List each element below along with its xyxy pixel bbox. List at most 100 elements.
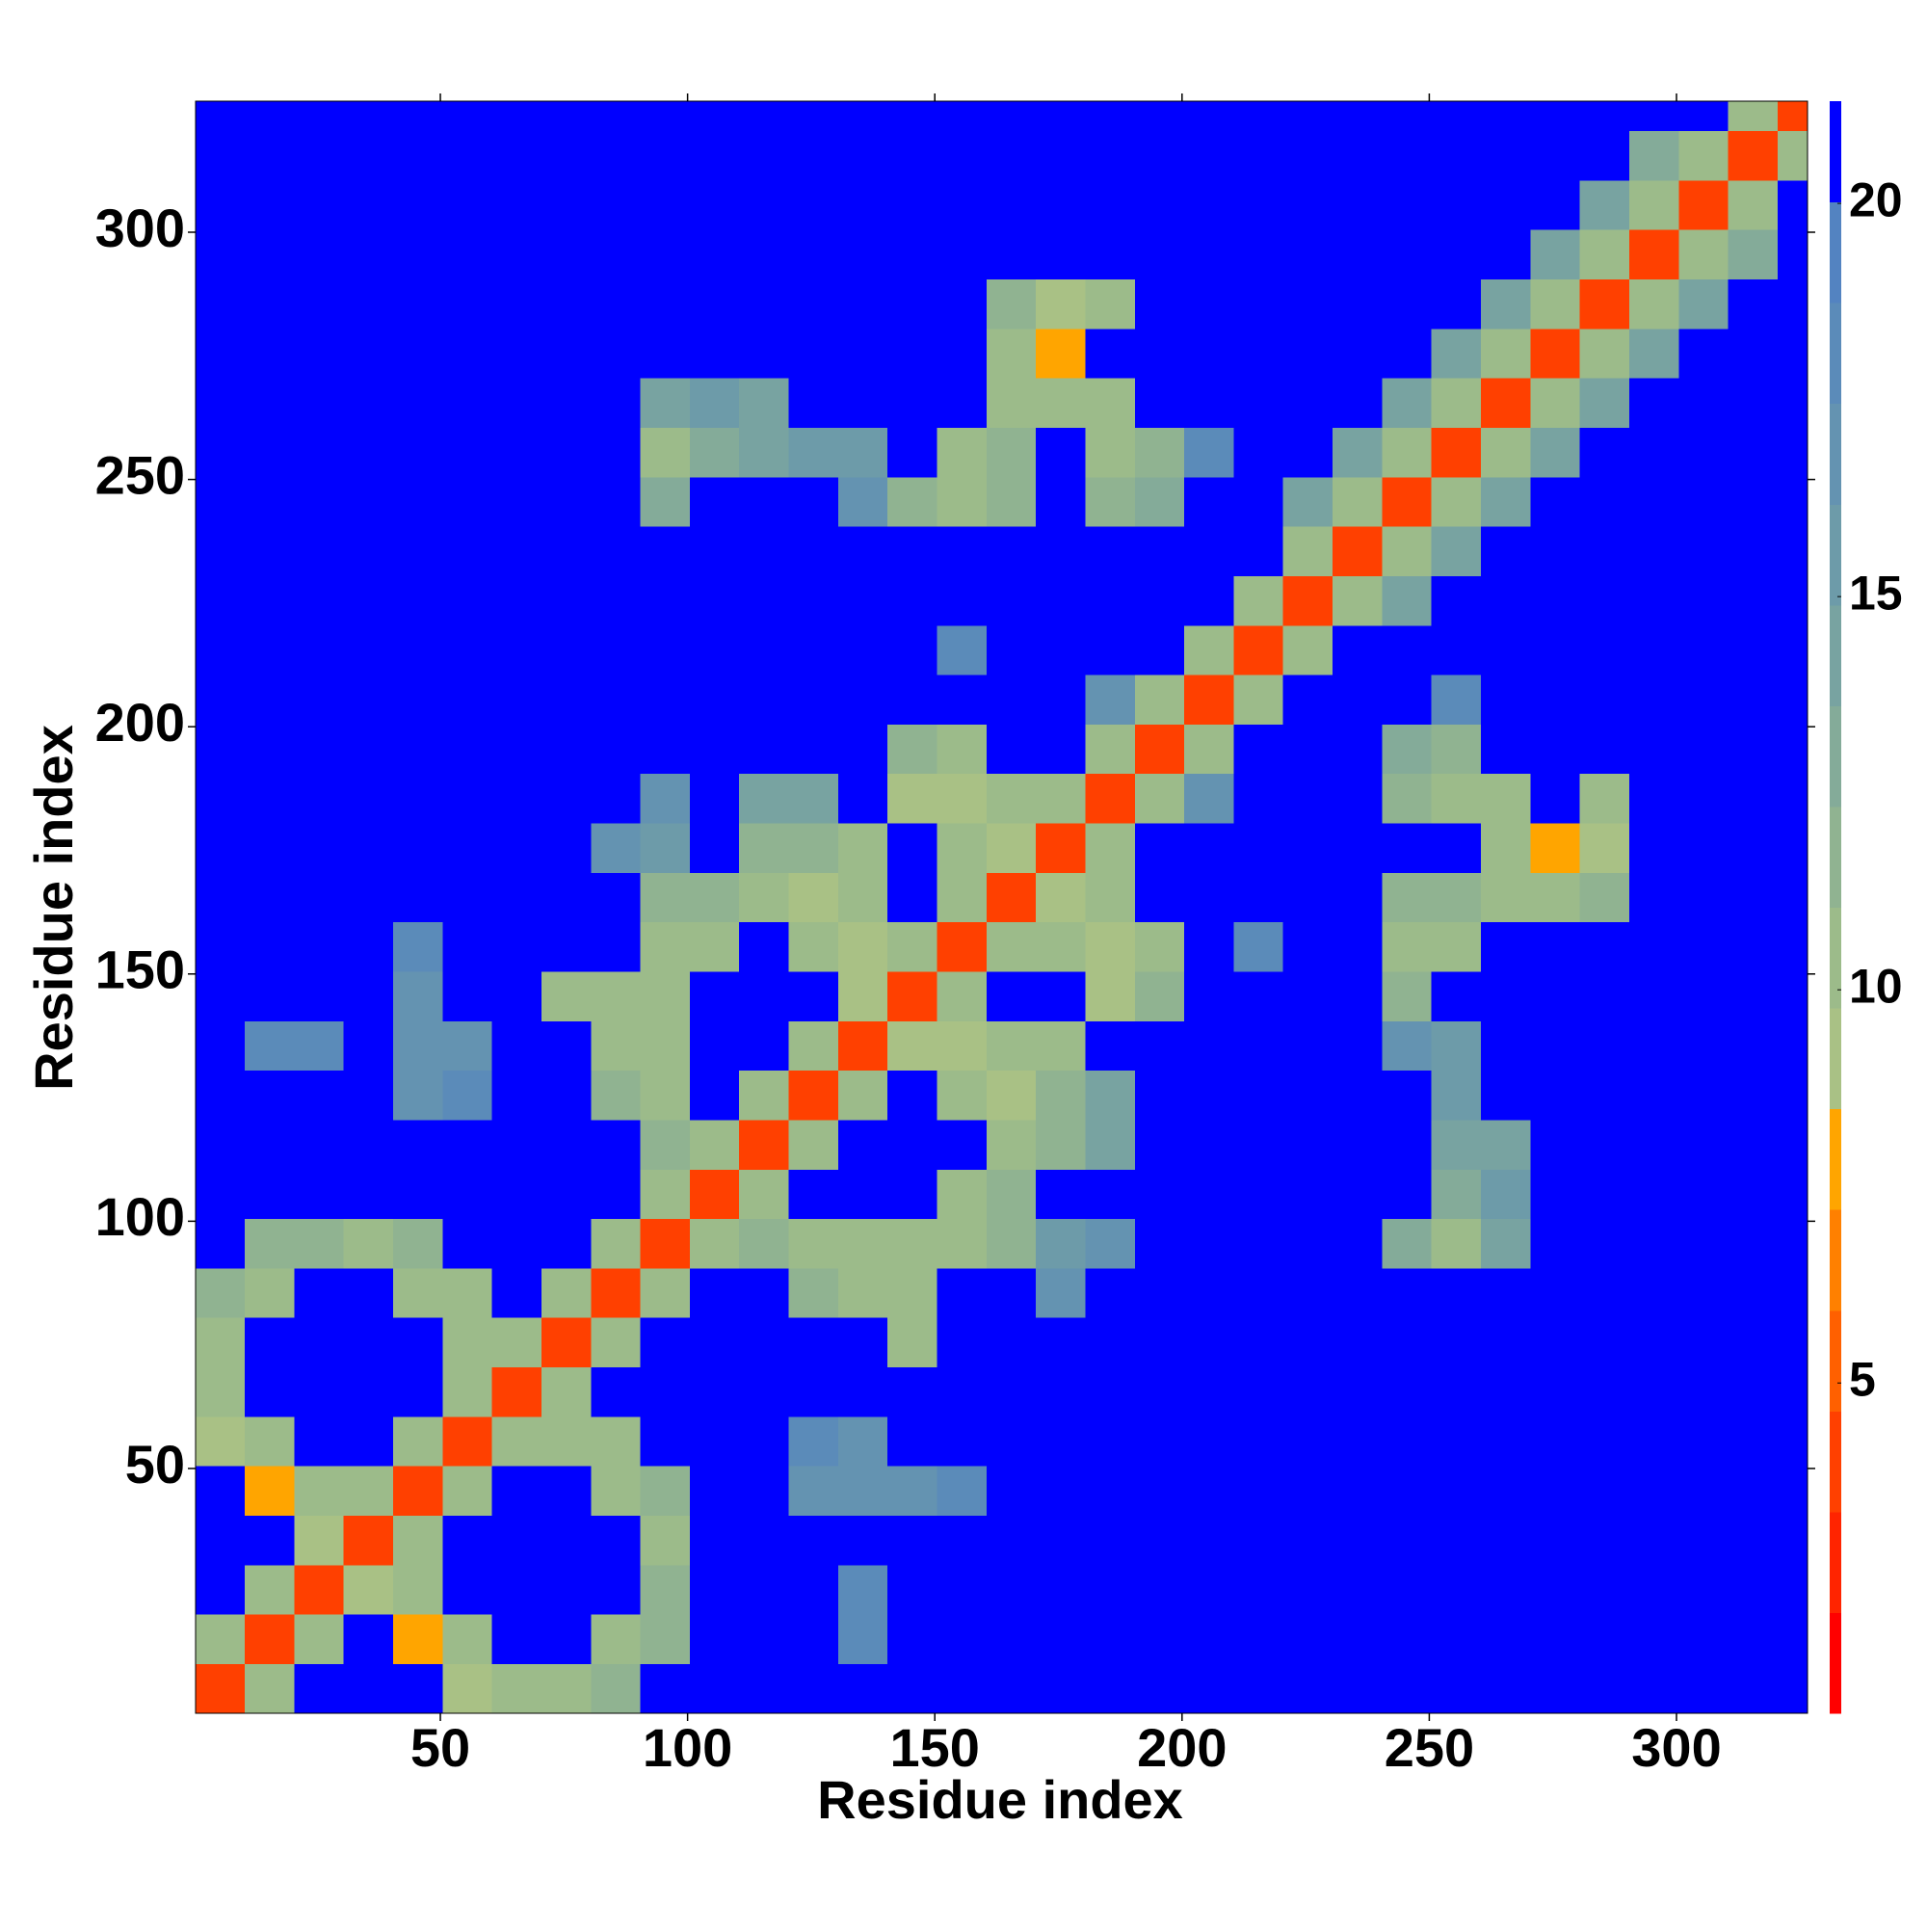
cell — [689, 724, 740, 775]
cell — [837, 1515, 888, 1566]
cell — [1728, 1119, 1779, 1170]
cell — [640, 1564, 691, 1615]
cell — [1282, 724, 1333, 775]
cell — [739, 624, 790, 675]
cell — [1628, 575, 1679, 626]
cell — [1628, 130, 1679, 181]
cell — [1036, 1070, 1087, 1121]
cell — [1085, 575, 1136, 626]
cell — [591, 1515, 642, 1566]
cell — [541, 1169, 592, 1220]
cell — [1382, 822, 1433, 873]
cell — [294, 179, 345, 230]
cell — [788, 822, 839, 873]
cell — [1233, 1366, 1284, 1417]
cell — [245, 970, 295, 1021]
cell — [392, 921, 443, 972]
cell — [837, 526, 888, 576]
cell — [1036, 872, 1087, 923]
cell — [1728, 1020, 1779, 1072]
cell — [788, 724, 839, 775]
cell — [788, 476, 839, 527]
cell — [343, 378, 394, 429]
cell — [986, 1020, 1037, 1072]
cell — [1628, 1466, 1679, 1517]
cell — [937, 526, 988, 576]
cell — [689, 100, 740, 132]
cell — [1579, 100, 1630, 132]
cell — [442, 278, 493, 330]
cell — [294, 1218, 345, 1269]
cell — [689, 526, 740, 576]
cell — [937, 1317, 988, 1368]
cell — [788, 1663, 839, 1714]
cell — [1480, 822, 1531, 873]
cell — [1480, 970, 1531, 1021]
cell — [788, 229, 839, 280]
cell — [1036, 130, 1087, 181]
cell — [640, 822, 691, 873]
cell — [887, 1663, 938, 1714]
cell — [1134, 1119, 1185, 1170]
cell — [1777, 229, 1808, 280]
cell — [1777, 130, 1808, 181]
cell — [689, 1020, 740, 1072]
cell — [392, 1663, 443, 1714]
cell — [1134, 675, 1185, 725]
cell — [1431, 130, 1482, 181]
cell — [541, 100, 592, 132]
cell — [442, 378, 493, 429]
cell — [294, 1614, 345, 1664]
cell — [1678, 822, 1729, 873]
cell — [1678, 1466, 1729, 1517]
cell — [1480, 675, 1531, 725]
cell — [1579, 1466, 1630, 1517]
cell — [343, 1366, 394, 1417]
cell — [937, 1366, 988, 1417]
cell — [788, 100, 839, 132]
cell — [541, 1663, 592, 1714]
cell — [1134, 328, 1185, 379]
cell — [1728, 970, 1779, 1021]
cell — [1184, 1317, 1234, 1368]
cell — [837, 1663, 888, 1714]
cell — [1431, 1614, 1482, 1664]
cell — [392, 1020, 443, 1072]
cell — [591, 773, 642, 824]
colorbar-segment — [1830, 303, 1841, 405]
cell — [1431, 1663, 1482, 1714]
cell — [392, 970, 443, 1021]
cell — [1382, 1466, 1433, 1517]
cell — [739, 476, 790, 527]
cell — [491, 1466, 542, 1517]
cell — [591, 1317, 642, 1368]
cell — [442, 575, 493, 626]
cell — [195, 179, 246, 230]
cell — [294, 1169, 345, 1220]
cell — [245, 624, 295, 675]
cell — [541, 1119, 592, 1170]
cell — [1333, 1267, 1383, 1318]
cell — [1530, 1169, 1581, 1220]
cell — [1036, 1416, 1087, 1467]
cell — [1728, 328, 1779, 379]
cell — [1085, 1218, 1136, 1269]
cell — [1480, 624, 1531, 675]
cell — [1333, 1614, 1383, 1664]
cell — [1282, 1416, 1333, 1467]
cell — [1333, 328, 1383, 379]
cell — [1282, 427, 1333, 478]
cell — [1777, 575, 1808, 626]
y-tick-label: 100 — [95, 1186, 185, 1247]
cell — [1282, 179, 1333, 230]
cell — [1431, 1366, 1482, 1417]
cell — [937, 328, 988, 379]
cell — [837, 1218, 888, 1269]
cell — [1480, 773, 1531, 824]
cell — [1085, 1317, 1136, 1368]
cell — [837, 773, 888, 824]
cell — [591, 1070, 642, 1121]
cell — [1728, 1169, 1779, 1220]
cell — [1431, 1466, 1482, 1517]
cell — [689, 378, 740, 429]
